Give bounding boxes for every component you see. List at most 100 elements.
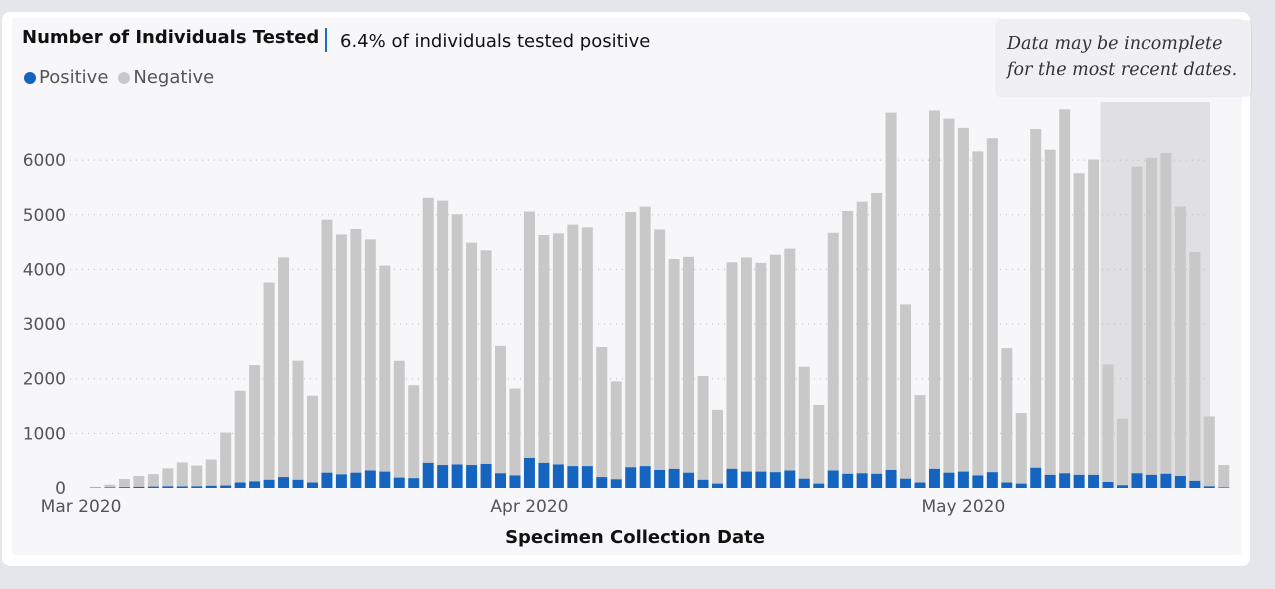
- bar-negative: [871, 192, 883, 474]
- bar-positive: [769, 472, 781, 488]
- chart-subtitle: 6.4% of individuals tested positive: [340, 31, 651, 52]
- bar-negative: [1131, 166, 1143, 474]
- bar-negative: [885, 112, 897, 470]
- bar-negative: [364, 239, 376, 471]
- bar-negative: [1203, 416, 1215, 487]
- bar-negative: [740, 257, 752, 472]
- bar-negative: [495, 345, 507, 474]
- bar-positive: [1174, 475, 1186, 488]
- note-line-1: Data may be incomplete: [1007, 34, 1223, 54]
- bar-positive: [1218, 487, 1230, 488]
- bar-negative: [1044, 149, 1056, 475]
- bar-negative: [335, 234, 347, 475]
- bar-negative: [205, 459, 217, 486]
- chart-legend: Positive Negative: [24, 67, 224, 88]
- bar-negative: [191, 465, 203, 487]
- bar-negative: [842, 210, 854, 474]
- bar-positive: [813, 483, 825, 488]
- bar-positive: [900, 478, 912, 488]
- bar-positive: [205, 485, 217, 488]
- bar-negative: [90, 486, 101, 488]
- bar-negative: [393, 360, 405, 478]
- x-axis-title: Specimen Collection Date: [505, 527, 765, 548]
- bar-positive: [871, 473, 883, 488]
- bar-negative: [538, 234, 550, 463]
- bar-negative: [321, 219, 333, 473]
- bar-positive: [943, 472, 955, 488]
- bar-positive: [335, 474, 347, 488]
- bar-negative: [1145, 157, 1157, 475]
- bar-negative: [292, 360, 304, 480]
- bar-negative: [451, 214, 463, 465]
- bar-positive: [1131, 473, 1143, 488]
- bar-negative: [567, 224, 579, 467]
- bar-positive: [1001, 482, 1013, 488]
- bar-negative: [162, 468, 174, 487]
- bar-negative: [104, 484, 116, 488]
- bar-negative: [263, 282, 275, 480]
- bar-negative: [1059, 109, 1071, 474]
- bar-positive: [1088, 474, 1100, 488]
- y-tick-label: 1000: [23, 424, 66, 444]
- bar-negative: [639, 206, 651, 467]
- bar-negative: [350, 228, 362, 473]
- bar-positive: [928, 468, 940, 488]
- bar-positive: [1117, 485, 1129, 488]
- bar-positive: [249, 481, 261, 488]
- bar-positive: [683, 472, 695, 488]
- bar-positive: [784, 470, 796, 488]
- bar-positive: [610, 479, 622, 488]
- bar-positive: [393, 477, 405, 488]
- bar-positive: [1203, 486, 1215, 488]
- x-tick-label: Mar 2020: [41, 497, 122, 517]
- bar-negative: [1218, 465, 1230, 488]
- bar-positive: [885, 469, 897, 488]
- bar-positive: [1073, 474, 1085, 488]
- bar-negative: [784, 248, 796, 471]
- bar-positive: [596, 477, 608, 488]
- bar-positive: [726, 468, 738, 488]
- bar-positive: [697, 479, 709, 488]
- bar-negative: [1174, 206, 1186, 476]
- bar-negative: [220, 432, 232, 486]
- bar-negative: [1160, 152, 1172, 474]
- y-tick-label: 4000: [23, 260, 66, 280]
- bar-positive: [176, 486, 188, 488]
- legend-item-negative[interactable]: Negative: [118, 67, 214, 88]
- bar-positive: [1044, 474, 1056, 488]
- bar-negative: [408, 385, 420, 479]
- bar-negative: [1001, 348, 1013, 483]
- bar-positive: [321, 472, 333, 488]
- bar-negative: [769, 254, 781, 473]
- bar-negative: [697, 375, 709, 480]
- y-tick-label: 0: [55, 479, 66, 499]
- bar-positive: [234, 482, 246, 488]
- incomplete-data-note: Data may be incomplete for the most rece…: [997, 21, 1251, 96]
- legend-item-positive[interactable]: Positive: [24, 67, 108, 88]
- bar-positive: [740, 471, 752, 488]
- title-divider: [325, 28, 327, 52]
- bar-negative: [1030, 128, 1042, 468]
- bar-negative: [422, 197, 434, 463]
- bar-negative: [928, 110, 940, 469]
- bar-negative: [972, 151, 984, 476]
- bar-negative: [827, 232, 839, 471]
- bar-negative: [176, 462, 188, 487]
- bar-positive: [711, 483, 723, 488]
- bar-positive: [1030, 467, 1042, 488]
- bar-positive: [567, 466, 579, 488]
- legend-label-negative: Negative: [133, 67, 215, 88]
- bar-negative: [596, 347, 608, 478]
- bar-negative: [249, 365, 261, 482]
- bar-negative: [914, 395, 926, 483]
- bar-positive: [523, 457, 535, 488]
- note-line-2: for the most recent dates.: [1007, 60, 1238, 80]
- bar-negative: [610, 381, 622, 480]
- x-tick-label: May 2020: [921, 497, 1005, 517]
- bar-positive: [220, 485, 232, 488]
- bar-negative: [306, 395, 318, 483]
- bar-negative: [437, 200, 449, 466]
- bar-positive: [538, 462, 550, 488]
- bar-positive: [147, 486, 159, 488]
